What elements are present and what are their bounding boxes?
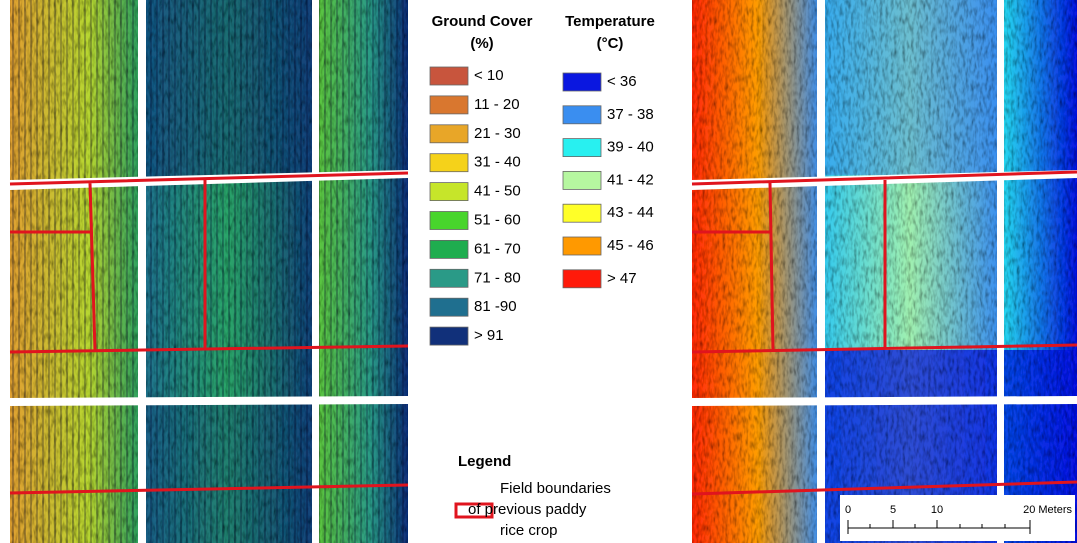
legend-label: > 47 (607, 270, 637, 287)
field (820, 0, 1000, 175)
legend-swatch (429, 268, 469, 288)
boundaries (691, 170, 1077, 496)
legend-label: 71 - 80 (474, 269, 521, 286)
boundaries (9, 171, 409, 495)
boundary-line (691, 170, 1077, 496)
legend-label: > 91 (474, 327, 504, 344)
legend-title: Ground Cover (432, 13, 533, 30)
boundary-label: of previous paddy (468, 501, 587, 518)
legend-swatch (562, 236, 602, 256)
scale-label: 10 (931, 504, 943, 516)
boundary-label: rice crop (500, 522, 558, 539)
legend-label: 39 - 40 (607, 139, 654, 156)
legend-label: 81 -90 (474, 298, 517, 315)
legend-swatch (429, 95, 469, 115)
legend-heading: Legend (458, 453, 511, 470)
scale-label: 5 (890, 504, 896, 516)
legend-swatch (429, 153, 469, 173)
scale-ticks (847, 520, 1031, 534)
ground-cover-legend: Ground Cover (%) < 10 11 - 20 21 - 30 31 - 40… (429, 13, 533, 346)
temperature-legend: Temperature (°C) < 36 37 - 38 39 - 40 41 - 42… (562, 13, 655, 289)
legend-title: (°C) (597, 35, 624, 52)
legend-label: 43 - 44 (607, 204, 654, 221)
legend-label: 31 - 40 (474, 154, 521, 171)
legend-swatch (562, 72, 602, 92)
legend-label: 11 - 20 (474, 96, 520, 113)
legend-swatch (562, 269, 602, 289)
road (817, 0, 825, 543)
legend-swatch (429, 211, 469, 230)
legend-label: 41 - 42 (607, 171, 654, 188)
crop-rows (10, 0, 408, 543)
legend-label: 61 - 70 (474, 240, 521, 257)
road (10, 396, 408, 406)
field (692, 0, 820, 543)
road (997, 0, 1004, 543)
legend-swatch (562, 203, 602, 223)
legend-swatch (429, 239, 469, 259)
legend-title: (%) (470, 35, 493, 52)
legend-label: 41 - 50 (474, 183, 521, 200)
legend-label: < 36 (607, 73, 637, 90)
boundary-label: Field boundaries (500, 480, 611, 497)
scale-label: 20 Meters (1023, 504, 1072, 516)
scale-bar (840, 495, 1075, 541)
road (312, 0, 319, 543)
road (692, 396, 1077, 406)
legend-title: Temperature (565, 13, 655, 30)
scale-label: 0 (845, 504, 851, 516)
legend-swatch (429, 297, 469, 317)
boundary-swatch (454, 502, 494, 519)
legend-label: 21 - 30 (474, 125, 521, 142)
legend-label: 37 - 38 (607, 106, 654, 123)
legend-label: 45 - 46 (607, 237, 654, 254)
legend-swatch (429, 182, 469, 202)
legend-label: 51 - 60 (474, 211, 521, 228)
legend-swatch (429, 124, 469, 144)
road (138, 0, 146, 543)
legend-label: < 10 (474, 67, 504, 84)
legend-swatch (562, 138, 602, 158)
legend-swatch (562, 105, 602, 125)
legend-swatch (429, 326, 469, 346)
boundary-line (9, 171, 409, 495)
legend-swatch (429, 66, 469, 86)
legend-swatch (562, 170, 602, 190)
scale-bar-box (840, 495, 1075, 541)
